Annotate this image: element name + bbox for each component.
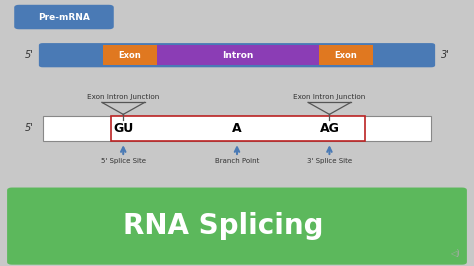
FancyBboxPatch shape: [14, 5, 114, 29]
Text: 3' Splice Site: 3' Splice Site: [307, 158, 352, 164]
Text: Exon: Exon: [119, 51, 141, 60]
Text: Exon Intron Junction: Exon Intron Junction: [87, 94, 159, 100]
Text: Branch Point: Branch Point: [215, 158, 259, 164]
Text: 5': 5': [24, 123, 33, 133]
Text: Intron: Intron: [222, 51, 254, 60]
Text: 5': 5': [24, 50, 33, 60]
Text: RNA Splicing: RNA Splicing: [123, 212, 323, 240]
FancyBboxPatch shape: [7, 188, 467, 265]
Text: 5' Splice Site: 5' Splice Site: [101, 158, 146, 164]
Text: Exon Intron Junction: Exon Intron Junction: [293, 94, 365, 100]
Text: A: A: [232, 122, 242, 135]
FancyBboxPatch shape: [39, 43, 435, 67]
Text: Pre-mRNA: Pre-mRNA: [38, 13, 90, 22]
Text: 3': 3': [441, 50, 450, 60]
Text: GU: GU: [113, 122, 133, 135]
Bar: [103, 45, 157, 65]
Bar: [319, 45, 373, 65]
Bar: [43, 116, 431, 141]
Text: ◁): ◁): [450, 249, 460, 258]
Text: Exon: Exon: [335, 51, 357, 60]
Bar: [157, 45, 319, 65]
Text: AG: AG: [319, 122, 339, 135]
Bar: [111, 116, 365, 141]
